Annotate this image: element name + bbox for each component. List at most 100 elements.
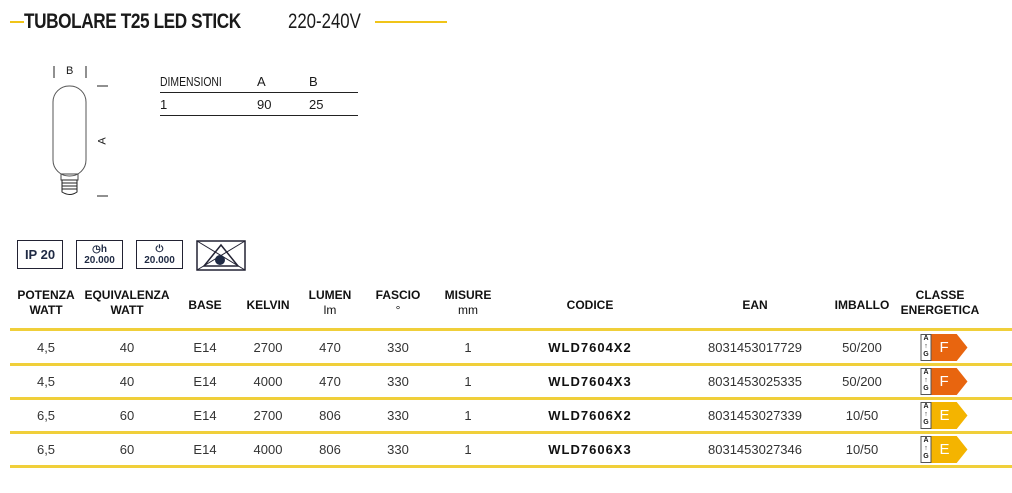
column-header-imballo: IMBALLO	[835, 298, 890, 313]
header-line: CODICE	[566, 298, 614, 312]
hours-unit: h	[100, 243, 107, 255]
header-line: KELVIN	[246, 298, 290, 312]
cell-codice: WLD7604X3	[548, 374, 632, 389]
title-rule	[375, 21, 448, 23]
cell-equivalenza: 60	[119, 408, 135, 423]
lifetime-value: 20.000	[84, 254, 115, 266]
cell-potenza: 6,5	[36, 408, 56, 423]
column-header-codice: CODICE	[567, 298, 614, 313]
energy-class: E	[931, 436, 968, 463]
feature-icons: IP 20 ◷h 20.000 ⏻ 20.000	[17, 240, 246, 271]
cell-lumen: 806	[319, 408, 341, 423]
cell: 1	[160, 96, 168, 112]
scale-top: A	[923, 369, 929, 376]
header-line: MISURE	[444, 288, 492, 302]
row-rule	[10, 397, 1012, 400]
column-header-misure: MISURE mm	[445, 288, 492, 318]
header-line: EAN	[742, 298, 768, 312]
energy-scale: A ↑ G	[920, 334, 932, 361]
header-line: BASE	[188, 298, 222, 312]
cell-codice: WLD7606X3	[548, 442, 632, 457]
cell-equivalenza: 40	[119, 374, 135, 389]
scale-top: A	[923, 335, 929, 342]
header-line: LUMEN	[308, 288, 352, 302]
cell-lumen: 470	[319, 374, 341, 389]
column-header-potenza: POTENZA WATT	[17, 288, 74, 318]
row-rule	[10, 431, 1012, 434]
header-line: POTENZA	[17, 288, 75, 302]
cell-base: E14	[193, 340, 217, 355]
cell-kelvin: 2700	[253, 340, 283, 355]
column-header-kelvin: KELVIN	[246, 298, 289, 313]
dimensions-header: DIMENSIONI A B	[160, 70, 358, 93]
header-b: B	[309, 73, 318, 89]
cell-lumen: 470	[319, 340, 341, 355]
cell-imballo: 10/50	[845, 442, 879, 457]
header-line: lm	[323, 303, 337, 317]
scale-bottom: G	[923, 453, 929, 460]
label-b: B	[66, 65, 74, 77]
switching-badge: ⏻ 20.000	[136, 240, 183, 269]
cell-imballo: 10/50	[845, 408, 879, 423]
row-rule	[10, 465, 1012, 468]
cell-misure: 1	[464, 374, 472, 389]
clock-icon: ◷	[92, 243, 101, 255]
cell-potenza: 4,5	[36, 340, 56, 355]
lifetime-badge: ◷h 20.000	[76, 240, 123, 269]
column-header-classe: CLASSE ENERGETICA	[901, 288, 980, 318]
energy-class: F	[931, 334, 968, 361]
energy-class: E	[931, 402, 968, 429]
cell-fascio: 330	[387, 374, 409, 389]
cell-kelvin: 4000	[253, 374, 283, 389]
ip-text: IP 20	[24, 247, 56, 262]
column-header-fascio: FASCIO °	[376, 288, 421, 318]
cell-misure: 1	[464, 340, 472, 355]
cell-equivalenza: 60	[119, 442, 135, 457]
cell-ean: 8031453027339	[708, 408, 802, 423]
cell-fascio: 330	[387, 340, 409, 355]
header-line: WATT	[110, 303, 144, 317]
scale-bottom: G	[923, 351, 929, 358]
cell-base: E14	[193, 442, 217, 457]
header-line: ENERGETICA	[900, 303, 980, 317]
header-line: CLASSE	[915, 288, 965, 302]
cell: 25	[309, 96, 324, 112]
bulb-drawing-icon	[52, 66, 108, 197]
dimensions-row: 1 90 25	[160, 93, 358, 116]
cell-misure: 1	[464, 442, 472, 457]
cell-potenza: 4,5	[36, 374, 56, 389]
cell-ean: 8031453017729	[708, 340, 802, 355]
label-a: A	[96, 137, 109, 145]
scale-top: A	[923, 437, 929, 444]
ip-rating-badge: IP 20	[17, 240, 63, 269]
cell-base: E14	[193, 374, 217, 389]
cell-fascio: 330	[387, 442, 409, 457]
energy-scale: A ↑ G	[920, 368, 932, 395]
cell-lumen: 806	[319, 442, 341, 457]
energy-label: A ↑ G E	[920, 402, 968, 429]
energy-scale: A ↑ G	[920, 436, 932, 463]
cell-codice: WLD7606X2	[548, 408, 632, 423]
title-bold: TUBOLARE T25 LED STICK	[24, 10, 241, 33]
energy-label: A ↑ G F	[920, 334, 968, 361]
header-line: mm	[457, 303, 478, 317]
column-header-equivalenza: EQUIVALENZA WATT	[84, 288, 169, 318]
cell-ean: 8031453025335	[708, 374, 802, 389]
header-rule	[10, 328, 1012, 331]
header-line: FASCIO	[375, 288, 421, 302]
cell-equivalenza: 40	[119, 340, 135, 355]
cell-imballo: 50/200	[842, 374, 882, 389]
column-header-base: BASE	[188, 298, 221, 313]
column-header-lumen: LUMEN lm	[309, 288, 352, 318]
dimensions-table: DIMENSIONI A B 1 90 25	[160, 70, 358, 116]
cell-codice: WLD7604X2	[548, 340, 632, 355]
cell-imballo: 50/200	[842, 340, 882, 355]
cell-misure: 1	[464, 408, 472, 423]
cell-kelvin: 2700	[253, 408, 283, 423]
scale-bottom: G	[923, 419, 929, 426]
eye-crossed-icon	[196, 240, 246, 271]
scale-bottom: G	[923, 385, 929, 392]
energy-label: A ↑ G E	[920, 436, 968, 463]
page-title: TUBOLARE T25 LED STICK 220-240V	[10, 10, 448, 34]
title-rule	[10, 21, 24, 23]
